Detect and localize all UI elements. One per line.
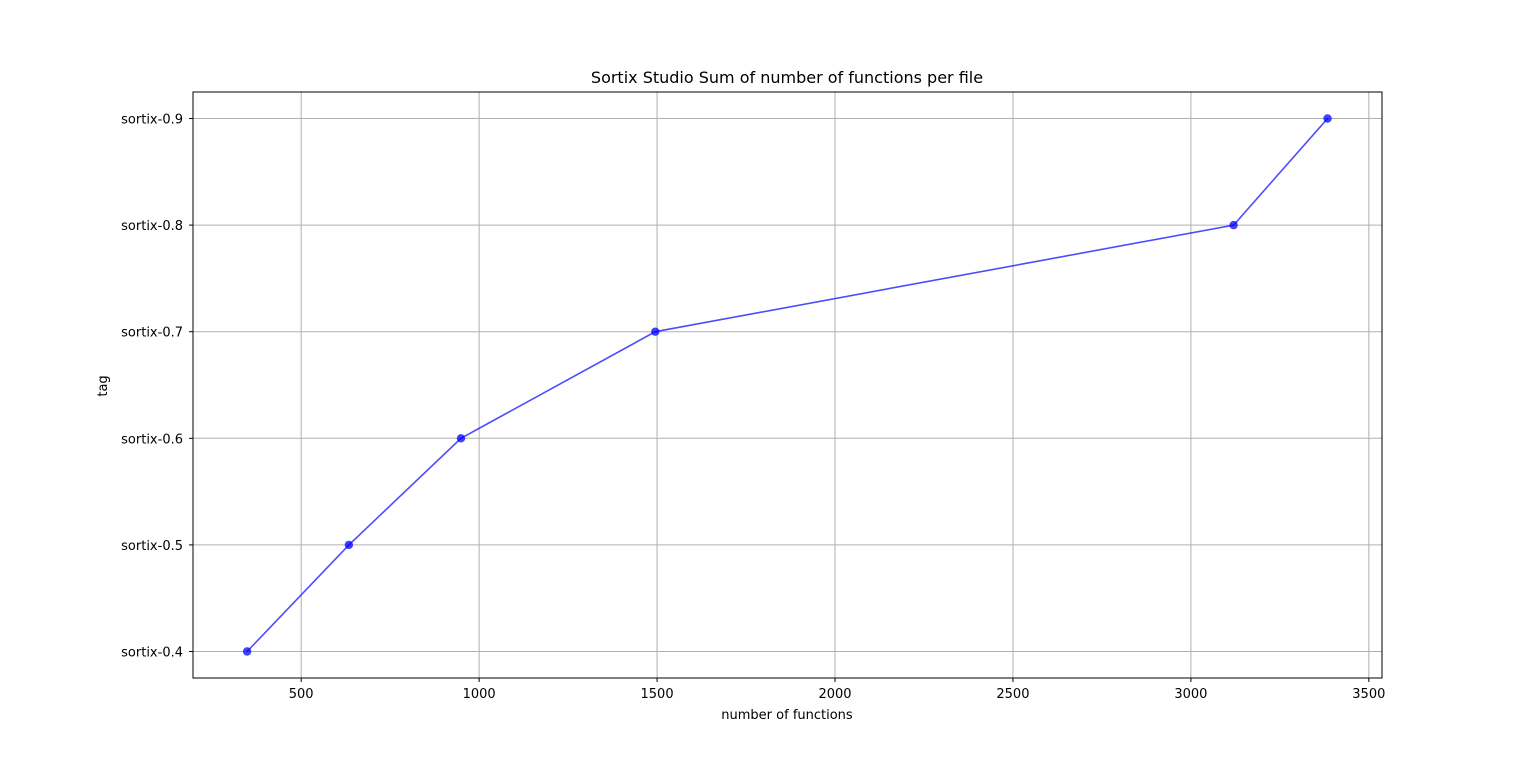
y-tick-label: sortix-0.7 <box>121 326 183 341</box>
y-tick-label: sortix-0.6 <box>121 432 183 447</box>
x-tick-label: 2500 <box>996 687 1029 702</box>
data-point <box>1229 220 1238 230</box>
x-tick-label: 1000 <box>463 687 496 702</box>
series-line <box>246 117 1329 653</box>
y-axis-label: tag <box>96 375 111 396</box>
data-point <box>242 647 252 656</box>
x-tick-label: 3000 <box>1174 687 1207 702</box>
x-tick-label: 2000 <box>818 687 851 702</box>
grid <box>193 92 1382 678</box>
y-tick-label: sortix-0.8 <box>121 219 183 234</box>
series-layer <box>242 114 1332 656</box>
chart-title: Sortix Studio Sum of number of functions… <box>591 68 983 87</box>
y-tick-label: sortix-0.9 <box>121 113 183 128</box>
data-point <box>344 540 354 550</box>
y-axis-ticks: sortix-0.4 sortix-0.5 sortix-0.6 sortix-0.7… <box>121 113 193 661</box>
data-point <box>651 327 660 336</box>
x-tick-label: 500 <box>289 687 314 702</box>
data-point <box>456 434 466 443</box>
x-tick-label: 1500 <box>641 687 674 702</box>
x-tick-label: 3500 <box>1352 687 1385 702</box>
plot-frame <box>192 91 1383 679</box>
y-tick-label: sortix-0.5 <box>121 539 183 554</box>
y-tick-label: sortix-0.4 <box>121 646 183 661</box>
x-axis-ticks: 500 1000 1500 2000 2500 3000 3500 <box>289 678 1385 702</box>
data-point <box>1323 114 1332 123</box>
x-axis-label: number of functions <box>721 708 853 723</box>
